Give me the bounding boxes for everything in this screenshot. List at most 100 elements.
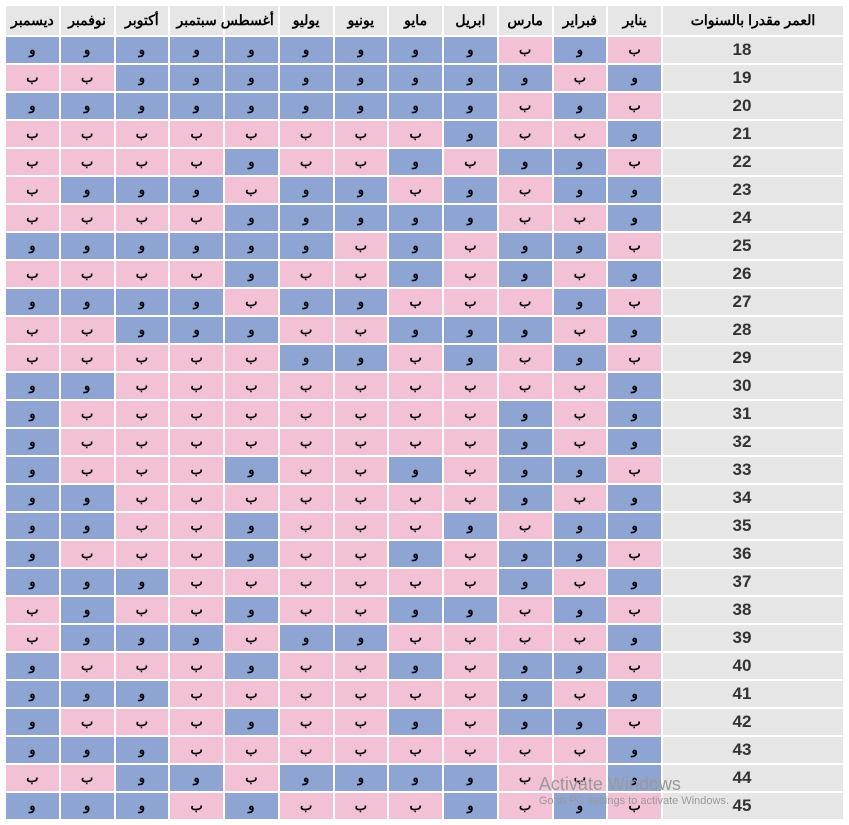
data-cell: و	[335, 765, 388, 791]
table-row: 39وببببووبوووب	[6, 625, 843, 651]
age-cell: 23	[663, 177, 843, 203]
data-cell: و	[608, 625, 661, 651]
table-body: 18بوبووووووووو19وبووووووووبب20بوبووووووو…	[6, 37, 843, 819]
age-cell: 33	[663, 457, 843, 483]
data-cell: ب	[608, 345, 661, 371]
data-cell: ب	[335, 233, 388, 259]
data-cell: ب	[389, 681, 442, 707]
table-row: 20بوبووووووووو	[6, 93, 843, 119]
data-cell: ب	[554, 765, 607, 791]
data-cell: ب	[608, 653, 661, 679]
data-cell: ب	[608, 457, 661, 483]
data-cell: و	[554, 93, 607, 119]
data-cell: ب	[389, 513, 442, 539]
data-cell: و	[389, 457, 442, 483]
data-cell: و	[116, 793, 169, 819]
data-cell: و	[6, 541, 59, 567]
age-cell: 26	[663, 261, 843, 287]
data-cell: ب	[280, 401, 333, 427]
table-row: 31وبوببببببببو	[6, 401, 843, 427]
data-cell: ب	[554, 429, 607, 455]
data-cell: و	[389, 37, 442, 63]
data-cell: و	[61, 681, 114, 707]
data-cell: و	[554, 653, 607, 679]
data-cell: و	[225, 597, 278, 623]
data-cell: و	[335, 37, 388, 63]
data-cell: و	[554, 289, 607, 315]
age-header: العمر مقدرا بالسنوات	[663, 6, 843, 35]
table-row: 18بوبووووووووو	[6, 37, 843, 63]
data-cell: و	[6, 93, 59, 119]
data-cell: و	[6, 653, 59, 679]
data-cell: و	[608, 65, 661, 91]
data-cell: و	[280, 65, 333, 91]
data-cell: و	[335, 345, 388, 371]
data-cell: و	[225, 541, 278, 567]
data-cell: ب	[335, 485, 388, 511]
data-cell: و	[116, 289, 169, 315]
data-cell: ب	[499, 513, 552, 539]
data-cell: و	[116, 177, 169, 203]
data-cell: ب	[170, 121, 223, 147]
data-cell: ب	[225, 485, 278, 511]
data-cell: ب	[608, 597, 661, 623]
month-header: أكتوبر	[116, 6, 169, 35]
age-cell: 21	[663, 121, 843, 147]
data-cell: ب	[444, 429, 497, 455]
data-cell: ب	[280, 429, 333, 455]
data-cell: و	[280, 177, 333, 203]
data-cell: ب	[280, 513, 333, 539]
data-cell: ب	[225, 289, 278, 315]
data-cell: ب	[6, 205, 59, 231]
data-cell: ب	[608, 709, 661, 735]
data-cell: ب	[335, 261, 388, 287]
data-cell: ب	[444, 737, 497, 763]
data-cell: و	[225, 457, 278, 483]
data-cell: ب	[6, 625, 59, 651]
data-cell: و	[61, 93, 114, 119]
month-header: أغسطس	[225, 6, 278, 35]
data-cell: و	[499, 233, 552, 259]
data-cell: و	[608, 765, 661, 791]
month-header: فبراير	[554, 6, 607, 35]
header-row: العمر مقدرا بالسنوات ينايرفبرايرمارسابري…	[6, 6, 843, 35]
table-row: 36بووبوببوبببو	[6, 541, 843, 567]
data-cell: و	[608, 485, 661, 511]
data-cell: و	[608, 401, 661, 427]
data-cell: و	[116, 65, 169, 91]
data-cell: ب	[499, 289, 552, 315]
data-cell: ب	[280, 149, 333, 175]
month-header: مايو	[389, 6, 442, 35]
data-cell: ب	[499, 121, 552, 147]
data-cell: ب	[499, 37, 552, 63]
data-cell: ب	[170, 597, 223, 623]
data-cell: و	[444, 205, 497, 231]
data-cell: ب	[116, 429, 169, 455]
data-cell: و	[225, 709, 278, 735]
data-cell: و	[499, 709, 552, 735]
data-cell: ب	[335, 429, 388, 455]
data-cell: ب	[170, 149, 223, 175]
data-cell: و	[225, 205, 278, 231]
data-cell: ب	[335, 737, 388, 763]
data-cell: ب	[61, 121, 114, 147]
data-cell: و	[116, 681, 169, 707]
data-cell: و	[389, 653, 442, 679]
data-cell: ب	[499, 93, 552, 119]
data-cell: ب	[554, 373, 607, 399]
data-cell: ب	[116, 205, 169, 231]
data-cell: ب	[499, 625, 552, 651]
data-cell: ب	[116, 149, 169, 175]
table-row: 28وبوووببوووبب	[6, 317, 843, 343]
age-cell: 27	[663, 289, 843, 315]
month-header: يونيو	[335, 6, 388, 35]
data-cell: ب	[554, 401, 607, 427]
age-cell: 36	[663, 541, 843, 567]
data-cell: ب	[225, 373, 278, 399]
data-cell: ب	[225, 345, 278, 371]
data-cell: و	[6, 37, 59, 63]
data-cell: و	[280, 233, 333, 259]
table-row: 27بوبببووبوووو	[6, 289, 843, 315]
data-cell: ب	[116, 597, 169, 623]
data-cell: ب	[444, 457, 497, 483]
